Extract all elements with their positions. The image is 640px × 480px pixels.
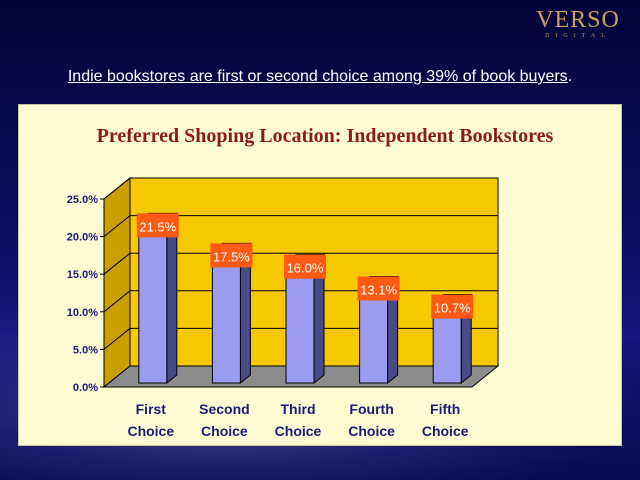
slide-headline: Indie bookstores are first or second cho… <box>0 68 640 86</box>
data-label-box <box>284 254 326 279</box>
gridline-diagonal <box>103 290 131 313</box>
verso-digital-logo: VERSO DIGITAL <box>528 8 628 39</box>
headline-suffix: . <box>567 68 573 85</box>
x-tick-label: Fifth <box>430 401 460 417</box>
data-label-box <box>210 243 253 268</box>
logo-wordmark: VERSO <box>536 7 620 33</box>
chart-title: Preferred Shoping Location: Independent … <box>97 125 554 147</box>
data-label: 16.0% <box>287 261 324 276</box>
data-label: 13.1% <box>360 282 397 297</box>
gridline-diagonal <box>103 328 131 350</box>
x-tick-label: Second <box>199 401 250 417</box>
x-tick-label: Third <box>281 401 316 417</box>
bar-side <box>166 212 178 385</box>
gridline-diagonal <box>103 177 131 200</box>
data-label-box <box>357 276 400 301</box>
bar <box>211 250 241 384</box>
y-tick-label: 15.0% <box>67 269 98 281</box>
bar <box>138 220 168 384</box>
x-tick-label: Fourth <box>349 401 393 417</box>
data-label-box <box>136 213 179 238</box>
logo-subtitle: DIGITAL <box>545 33 611 39</box>
x-tick-label: First <box>136 401 167 417</box>
data-label: 21.5% <box>139 219 176 234</box>
x-tick-label: Choice <box>348 423 395 439</box>
headline-text: Indie bookstores are first or second cho… <box>67 68 568 85</box>
y-tick-label: 20.0% <box>67 232 98 244</box>
x-tick-label: Choice <box>201 423 248 439</box>
x-tick-label: Choice <box>127 423 174 439</box>
data-label: 17.5% <box>213 249 250 264</box>
bar <box>285 262 315 384</box>
data-label: 10.7% <box>434 301 471 316</box>
gridline-diagonal <box>103 252 131 275</box>
y-tick-label: 5.0% <box>73 344 98 356</box>
x-tick-label: Choice <box>275 423 322 439</box>
gridline-diagonal <box>103 215 131 237</box>
y-tick-label: 25.0% <box>67 194 98 206</box>
x-tick-label: Choice <box>422 423 469 439</box>
y-tick-label: 10.0% <box>67 307 98 319</box>
data-label-box <box>431 294 474 319</box>
y-tick-label: 0.0% <box>73 382 98 394</box>
chart-left-wall <box>103 176 131 389</box>
